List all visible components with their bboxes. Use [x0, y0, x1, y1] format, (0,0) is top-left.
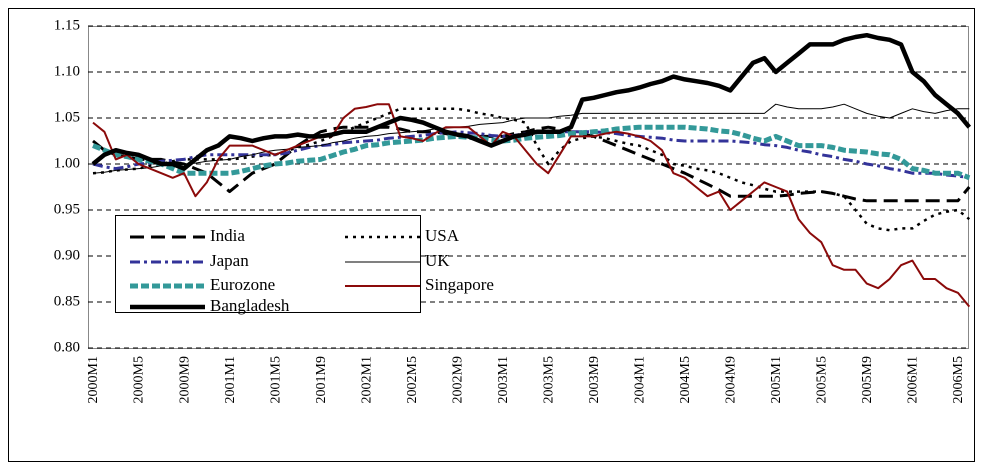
legend-label: India — [210, 226, 245, 245]
x-tick-label: 2000M5 — [132, 356, 147, 403]
y-tick-label: 0.90 — [54, 247, 80, 263]
x-tick-label: 2005M9 — [860, 356, 875, 403]
x-tick-label: 2003M1 — [496, 356, 511, 403]
legend-label: Bangladesh — [210, 296, 290, 315]
x-tick-label: 2005M1 — [769, 356, 784, 403]
y-tick-label: 1.00 — [54, 155, 80, 171]
x-tick-label: 2000M9 — [177, 356, 192, 403]
y-tick-label: 0.85 — [54, 293, 80, 309]
lines — [91, 32, 972, 308]
x-tick-label: 2004M1 — [632, 356, 647, 403]
x-tick-label: 2006M1 — [906, 356, 921, 403]
x-tick-label: 2002M5 — [405, 356, 420, 403]
series-line — [92, 103, 971, 308]
legend-label: USA — [425, 226, 460, 245]
legend-label: Eurozone — [210, 275, 275, 294]
x-tick-label: 2004M5 — [678, 356, 693, 403]
legend-label: UK — [425, 251, 450, 270]
series-line — [91, 32, 972, 171]
x-tick-label: 2000M1 — [86, 356, 101, 403]
y-tick-label: 0.95 — [54, 201, 80, 217]
y-tick-label: 1.10 — [54, 63, 80, 79]
x-tick-label: 2001M5 — [268, 356, 283, 403]
series-line — [92, 103, 970, 174]
x-tick-label: 2006M5 — [951, 356, 966, 403]
y-tick-label: 1.05 — [54, 109, 80, 125]
x-tick-label: 2004M9 — [723, 356, 738, 403]
x-tick-label: 2005M5 — [815, 356, 830, 403]
series-line — [92, 124, 971, 181]
legend-label: Singapore — [425, 275, 494, 294]
labels: 0.80 0.85 0.90 0.95 1.00 1.05 1.10 1.15 2000M1 20… — [54, 17, 966, 403]
y-tick-label: 0.80 — [54, 339, 80, 355]
x-tick-label: 2003M5 — [541, 356, 556, 403]
legend-label: Japan — [210, 251, 249, 270]
x-tick-label: 2002M1 — [359, 356, 374, 403]
legend: India USA Japan UK Eurozone Singapore Banglade… — [115, 215, 494, 315]
x-tick-label: 2003M9 — [587, 356, 602, 403]
legend-box — [115, 215, 421, 313]
x-tick-label: 2001M1 — [223, 356, 238, 403]
x-tick-label: 2001M9 — [314, 356, 329, 403]
x-tick-label: 2002M9 — [450, 356, 465, 403]
y-tick-label: 1.15 — [54, 17, 80, 33]
